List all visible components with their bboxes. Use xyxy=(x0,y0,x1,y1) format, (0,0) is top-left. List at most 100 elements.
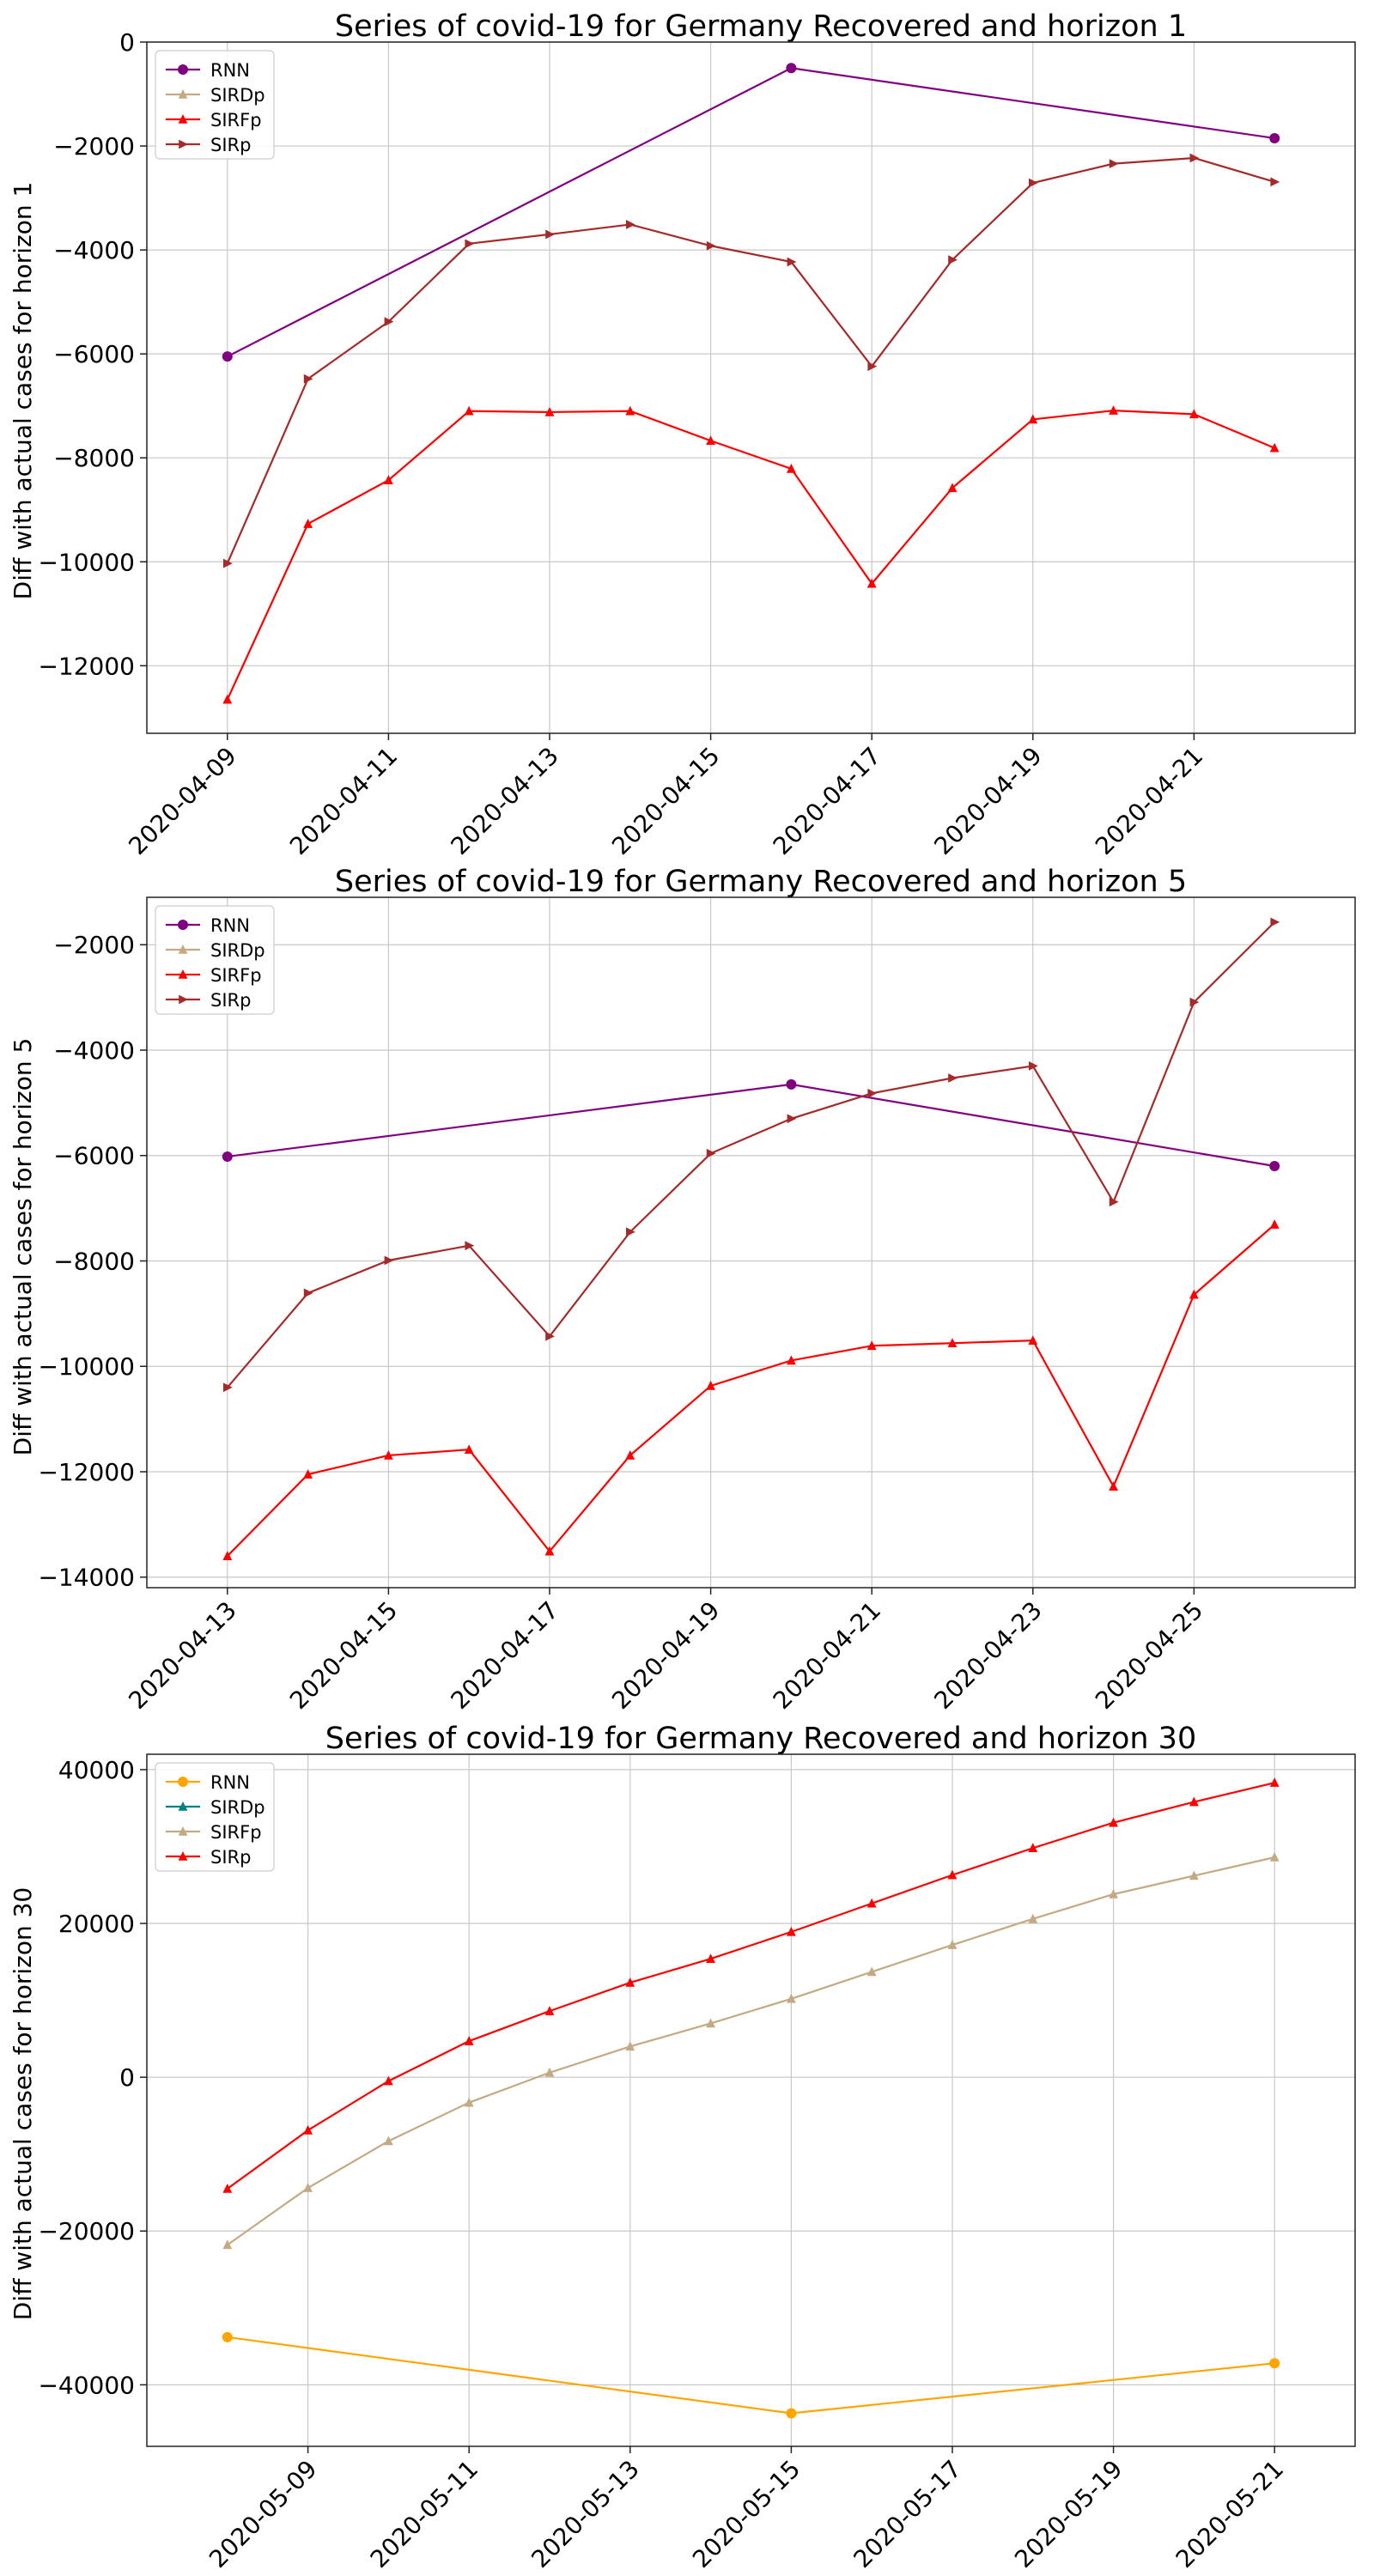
data-point xyxy=(178,64,188,75)
series-line xyxy=(227,1224,1275,1557)
data-point xyxy=(384,2075,393,2086)
series-rnn xyxy=(222,2331,1280,2419)
legend-label: SIRp xyxy=(210,135,251,155)
data-point xyxy=(544,2006,555,2015)
legend-label: SIRFp xyxy=(210,965,262,986)
data-point xyxy=(1028,1913,1038,1923)
data-point xyxy=(1029,178,1038,188)
data-point xyxy=(1189,1870,1199,1880)
data-point xyxy=(179,139,188,149)
data-point xyxy=(222,694,233,704)
legend-entry: SIRp xyxy=(166,990,251,1011)
data-point xyxy=(1109,1817,1118,1827)
y-axis-label: Diff with actual cases for horizon 5 xyxy=(9,1038,37,1456)
data-point xyxy=(545,1331,555,1341)
data-point xyxy=(465,1241,475,1251)
data-point xyxy=(1109,405,1118,415)
data-point xyxy=(223,1382,233,1393)
legend-entry: SIRDp xyxy=(166,940,265,961)
series-sirp xyxy=(223,917,1280,1393)
data-point xyxy=(178,920,188,930)
data-point xyxy=(223,558,233,568)
legend-box xyxy=(155,1762,275,1872)
legend-label: SIRFp xyxy=(210,1822,262,1843)
data-point xyxy=(178,945,188,954)
y-tick-label: 0 xyxy=(119,28,135,57)
chart-title: Series of covid-19 for Germany Recovered… xyxy=(335,865,1187,899)
series-layer xyxy=(222,1777,1280,2419)
data-point xyxy=(786,63,797,74)
data-point xyxy=(1028,414,1038,424)
chart-title: Series of covid-19 for Germany Recovered… xyxy=(335,9,1187,44)
data-point xyxy=(303,2183,313,2192)
data-point xyxy=(866,1340,877,1351)
y-tick-label: −8000 xyxy=(53,444,135,472)
series-sirfp xyxy=(222,1219,1280,1560)
data-point xyxy=(625,1977,635,1987)
y-tick-label: −4000 xyxy=(53,1036,135,1065)
data-point xyxy=(867,361,878,372)
data-point xyxy=(706,2018,715,2028)
data-point xyxy=(544,406,555,416)
plot-frame xyxy=(146,896,1356,1589)
data-point xyxy=(787,463,796,473)
y-tick-label: −40000 xyxy=(38,2371,135,2399)
data-point xyxy=(786,1078,797,1090)
legend: RNN SIRDp SIRFp SIRp xyxy=(155,50,275,160)
data-point xyxy=(1189,409,1199,419)
plot-frame xyxy=(146,41,1356,734)
data-point xyxy=(222,2331,233,2342)
data-point xyxy=(464,2097,474,2107)
series-sirp xyxy=(223,153,1280,568)
y-tick-label: −10000 xyxy=(38,1352,135,1381)
data-point xyxy=(178,114,188,124)
y-tick-label: −6000 xyxy=(53,1142,135,1170)
data-point xyxy=(948,255,958,265)
legend-box xyxy=(155,905,275,1015)
data-point xyxy=(1270,177,1280,187)
data-point xyxy=(384,1449,393,1460)
y-tick-label: −20000 xyxy=(38,2217,135,2245)
data-point xyxy=(303,2124,313,2135)
y-tick-label: 0 xyxy=(119,2063,135,2092)
series-line xyxy=(226,410,1275,701)
data-point xyxy=(178,1826,188,1836)
legend-entry: SIRFp xyxy=(166,1822,262,1843)
legend-entry: SIRFp xyxy=(166,965,262,986)
data-point xyxy=(947,1338,958,1348)
data-point xyxy=(1189,1289,1199,1299)
data-point xyxy=(178,1851,188,1861)
data-point xyxy=(948,1073,958,1083)
plot-frame xyxy=(146,1753,1356,2447)
data-point xyxy=(1269,1777,1280,1787)
legend-box xyxy=(155,50,275,160)
data-point xyxy=(787,1355,796,1365)
legend-entry: SIRp xyxy=(166,135,251,155)
legend-entry: SIRDp xyxy=(166,1797,265,1818)
data-point xyxy=(1269,132,1280,143)
data-point xyxy=(626,1227,635,1237)
y-tick-label: −14000 xyxy=(38,1564,135,1592)
chart-title: Series of covid-19 for Germany Recovered… xyxy=(325,1722,1196,1756)
data-point xyxy=(1109,159,1119,169)
data-point xyxy=(866,578,877,588)
legend-label: RNN xyxy=(210,915,250,936)
legend-entry: RNN xyxy=(166,915,250,936)
data-point xyxy=(1109,1197,1119,1207)
series-line xyxy=(226,156,1275,564)
data-point xyxy=(464,405,474,416)
y-axis-label: Diff with actual cases for horizon 1 xyxy=(9,182,37,600)
data-point xyxy=(222,1151,233,1162)
y-tick-label: −12000 xyxy=(38,1458,135,1486)
data-point xyxy=(465,239,475,249)
legend-entry: SIRp xyxy=(166,1847,251,1868)
data-point xyxy=(303,1469,313,1479)
series-line xyxy=(227,1856,1275,2246)
legend-entry: RNN xyxy=(166,60,250,81)
series-sirp xyxy=(222,1777,1280,2193)
data-point xyxy=(384,475,393,485)
data-point xyxy=(178,1801,188,1811)
data-point xyxy=(464,2036,474,2045)
legend-entry: SIRFp xyxy=(166,110,262,131)
